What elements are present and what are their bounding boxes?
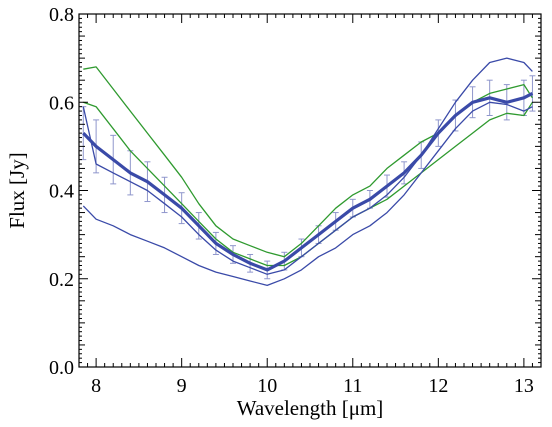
x-tick-label: 9 — [177, 375, 187, 397]
y-tick-label: 0.4 — [49, 181, 74, 203]
series-layer — [80, 57, 536, 287]
y-tick-label: 0.2 — [49, 269, 74, 291]
y-axis-label: Flux [Jy] — [5, 152, 29, 228]
x-tick-label: 13 — [514, 375, 534, 397]
tick-label-layer: 8 9 10 11 12 13 0.0 0.2 0.4 0.6 0.8 — [49, 4, 534, 397]
y-tick-label: 0.0 — [49, 357, 74, 379]
series-1-line — [83, 66, 533, 258]
x-axis-label: Wavelength [μm] — [237, 396, 384, 420]
y-tick-label: 0.6 — [49, 92, 74, 114]
series-0-line — [82, 91, 534, 272]
series-4-line — [82, 101, 533, 287]
x-tick-label: 12 — [428, 375, 448, 397]
y-tick-label: 0.8 — [49, 4, 74, 26]
series-3-line — [82, 57, 533, 275]
x-tick-label: 11 — [343, 375, 362, 397]
tick-layer — [79, 13, 542, 368]
x-tick-label: 10 — [257, 375, 277, 397]
x-tick-label: 8 — [91, 375, 101, 397]
